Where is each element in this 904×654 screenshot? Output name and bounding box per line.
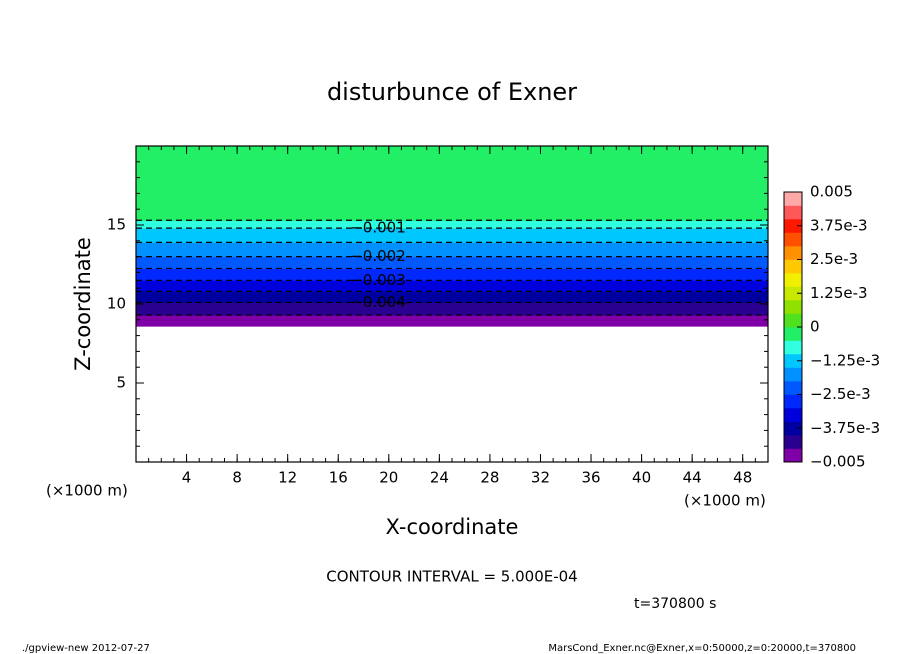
x-tick-label: 20 <box>379 469 398 487</box>
y-tick-label: 10 <box>107 295 126 313</box>
colorbar-swatch <box>784 394 802 409</box>
colorbar-swatch <box>784 259 802 274</box>
colorbar-swatch <box>784 313 802 328</box>
contour-band <box>136 268 768 281</box>
colorbar-swatch <box>784 286 802 301</box>
x-tick-label: 32 <box>531 469 550 487</box>
x-axis-label: X-coordinate <box>386 515 519 539</box>
y-tick-label: 15 <box>107 216 126 234</box>
contour-label: −0.004 <box>350 293 406 311</box>
contour-band <box>136 242 768 258</box>
x-tick-label: 48 <box>733 469 752 487</box>
colorbar-swatch <box>784 232 802 247</box>
colorbar-tick-label: −0.005 <box>810 453 866 471</box>
contour-band <box>136 291 768 303</box>
colorbar-swatch <box>784 192 802 206</box>
footer-left: ./gpview-new 2012-07-27 <box>22 643 150 654</box>
contour-label: −0.001 <box>350 219 406 237</box>
colorbar-tick-label: −2.5e-3 <box>810 385 871 403</box>
colorbar-swatch <box>784 246 802 260</box>
colorbar-swatch <box>784 219 802 233</box>
y-tick-label: 5 <box>116 374 126 392</box>
colorbar-swatch <box>784 300 802 314</box>
contour-interval: CONTOUR INTERVAL = 5.000E-04 <box>326 568 577 586</box>
colorbar-swatch <box>784 367 802 382</box>
colorbar-tick-label: 1.25e-3 <box>810 284 868 302</box>
x-tick-label: 36 <box>581 469 600 487</box>
contour-band <box>136 146 768 221</box>
colorbar-tick-label: 2.5e-3 <box>810 250 858 268</box>
contour-band <box>136 228 768 243</box>
y-axis-label: Z-coordinate <box>71 237 95 371</box>
colorbar-tick-label: −1.25e-3 <box>810 351 880 369</box>
chart-title: disturbunce of Exner <box>327 78 577 106</box>
time-label: t=370800 s <box>634 596 716 612</box>
contour-band <box>136 220 768 229</box>
contour-band <box>136 256 768 269</box>
contour-band <box>136 280 768 292</box>
x-tick-label: 12 <box>278 469 297 487</box>
y-unit: (×1000 m) <box>46 482 128 500</box>
x-tick-label: 24 <box>430 469 449 487</box>
x-tick-label: 16 <box>329 469 348 487</box>
colorbar-swatch <box>784 435 802 449</box>
colorbar-swatch <box>784 421 802 436</box>
contour-label: −0.002 <box>350 247 406 265</box>
contour-label: −0.003 <box>350 271 406 289</box>
x-tick-label: 44 <box>683 469 702 487</box>
colorbar-tick-label: 3.75e-3 <box>810 216 868 234</box>
colorbar-swatch <box>784 340 802 355</box>
colorbar-swatch <box>784 408 802 422</box>
contour-band <box>136 315 768 327</box>
x-tick-label: 8 <box>232 469 242 487</box>
colorbar-swatch <box>784 205 802 220</box>
colorbar-tick-label: 0.005 <box>810 183 853 201</box>
colorbar-swatch <box>784 448 802 463</box>
x-tick-label: 4 <box>182 469 192 487</box>
x-tick-label: 28 <box>480 469 499 487</box>
colorbar-tick-label: 0 <box>810 318 820 336</box>
colorbar-swatch <box>784 273 802 287</box>
x-unit: (×1000 m) <box>684 492 766 510</box>
x-tick-label: 40 <box>632 469 651 487</box>
footer-right: MarsCond_Exner.nc@Exner,x=0:50000,z=0:20… <box>548 643 856 654</box>
colorbar-swatch <box>784 354 802 368</box>
contour-band <box>136 302 768 316</box>
colorbar-tick-label: −3.75e-3 <box>810 419 880 437</box>
colorbar-swatch <box>784 381 802 395</box>
colorbar-swatch <box>784 327 802 341</box>
